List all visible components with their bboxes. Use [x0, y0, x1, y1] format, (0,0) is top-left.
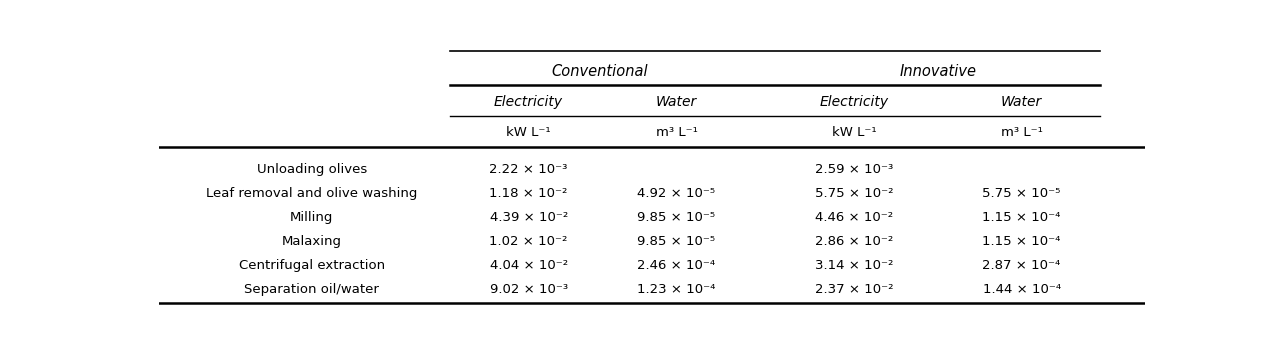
Text: Centrifugal extraction: Centrifugal extraction: [239, 259, 385, 272]
Text: 9.02 × 10⁻³: 9.02 × 10⁻³: [490, 282, 567, 296]
Text: Electricity: Electricity: [494, 96, 563, 109]
Text: 1.15 × 10⁻⁴: 1.15 × 10⁻⁴: [982, 211, 1061, 224]
Text: Separation oil/water: Separation oil/water: [244, 282, 379, 296]
Text: Innovative: Innovative: [899, 64, 977, 79]
Text: 4.92 × 10⁻⁵: 4.92 × 10⁻⁵: [637, 187, 716, 200]
Text: Conventional: Conventional: [552, 64, 649, 79]
Text: 9.85 × 10⁻⁵: 9.85 × 10⁻⁵: [637, 211, 716, 224]
Text: Malaxing: Malaxing: [282, 235, 342, 248]
Text: 4.46 × 10⁻²: 4.46 × 10⁻²: [815, 211, 893, 224]
Text: Milling: Milling: [290, 211, 333, 224]
Text: Leaf removal and olive washing: Leaf removal and olive washing: [206, 187, 417, 200]
Text: 1.02 × 10⁻²: 1.02 × 10⁻²: [490, 235, 567, 248]
Text: 3.14 × 10⁻²: 3.14 × 10⁻²: [815, 259, 893, 272]
Text: 1.23 × 10⁻⁴: 1.23 × 10⁻⁴: [637, 282, 716, 296]
Text: Water: Water: [656, 96, 697, 109]
Text: Unloading olives: Unloading olives: [257, 163, 366, 176]
Text: 2.22 × 10⁻³: 2.22 × 10⁻³: [490, 163, 567, 176]
Text: Water: Water: [1001, 96, 1042, 109]
Text: 1.44 × 10⁻⁴: 1.44 × 10⁻⁴: [982, 282, 1061, 296]
Text: 2.37 × 10⁻²: 2.37 × 10⁻²: [815, 282, 893, 296]
Text: 5.75 × 10⁻²: 5.75 × 10⁻²: [815, 187, 893, 200]
Text: 4.04 × 10⁻²: 4.04 × 10⁻²: [490, 259, 567, 272]
Text: m³ L⁻¹: m³ L⁻¹: [655, 126, 697, 139]
Text: m³ L⁻¹: m³ L⁻¹: [1001, 126, 1043, 139]
Text: 2.86 × 10⁻²: 2.86 × 10⁻²: [815, 235, 893, 248]
Text: kW L⁻¹: kW L⁻¹: [832, 126, 876, 139]
Text: 4.39 × 10⁻²: 4.39 × 10⁻²: [490, 211, 567, 224]
Text: 1.15 × 10⁻⁴: 1.15 × 10⁻⁴: [982, 235, 1061, 248]
Text: 9.85 × 10⁻⁵: 9.85 × 10⁻⁵: [637, 235, 716, 248]
Text: 2.87 × 10⁻⁴: 2.87 × 10⁻⁴: [982, 259, 1061, 272]
Text: 1.18 × 10⁻²: 1.18 × 10⁻²: [490, 187, 567, 200]
Text: 2.59 × 10⁻³: 2.59 × 10⁻³: [815, 163, 893, 176]
Text: Electricity: Electricity: [819, 96, 889, 109]
Text: 2.46 × 10⁻⁴: 2.46 × 10⁻⁴: [637, 259, 716, 272]
Text: 5.75 × 10⁻⁵: 5.75 × 10⁻⁵: [982, 187, 1061, 200]
Text: kW L⁻¹: kW L⁻¹: [506, 126, 551, 139]
